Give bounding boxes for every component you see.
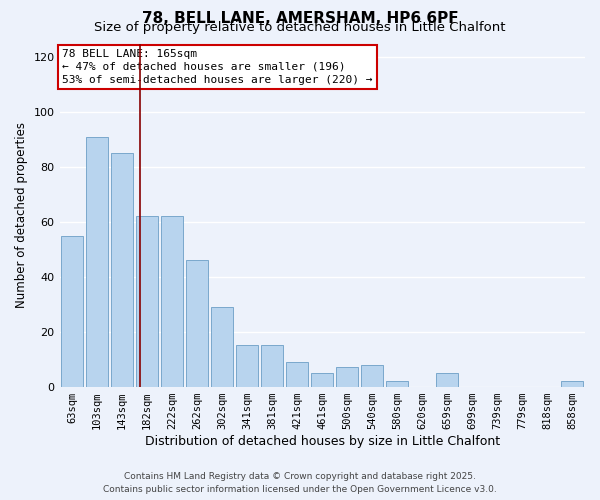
Bar [562,381,583,386]
Bar [161,216,183,386]
Y-axis label: Number of detached properties: Number of detached properties [15,122,28,308]
Bar [211,307,233,386]
Bar [111,154,133,386]
Text: 78 BELL LANE: 165sqm
← 47% of detached houses are smaller (196)
53% of semi-deta: 78 BELL LANE: 165sqm ← 47% of detached h… [62,48,373,85]
Bar [86,137,108,386]
Text: 78, BELL LANE, AMERSHAM, HP6 6PF: 78, BELL LANE, AMERSHAM, HP6 6PF [142,11,458,26]
Bar [61,236,83,386]
Bar [386,381,409,386]
Bar [361,364,383,386]
Bar [186,260,208,386]
Text: Contains HM Land Registry data © Crown copyright and database right 2025.
Contai: Contains HM Land Registry data © Crown c… [103,472,497,494]
Bar [436,373,458,386]
Bar [336,368,358,386]
Text: Size of property relative to detached houses in Little Chalfont: Size of property relative to detached ho… [94,22,506,35]
Bar [236,346,258,387]
Bar [286,362,308,386]
Bar [136,216,158,386]
X-axis label: Distribution of detached houses by size in Little Chalfont: Distribution of detached houses by size … [145,434,500,448]
Bar [261,346,283,387]
Bar [311,373,333,386]
